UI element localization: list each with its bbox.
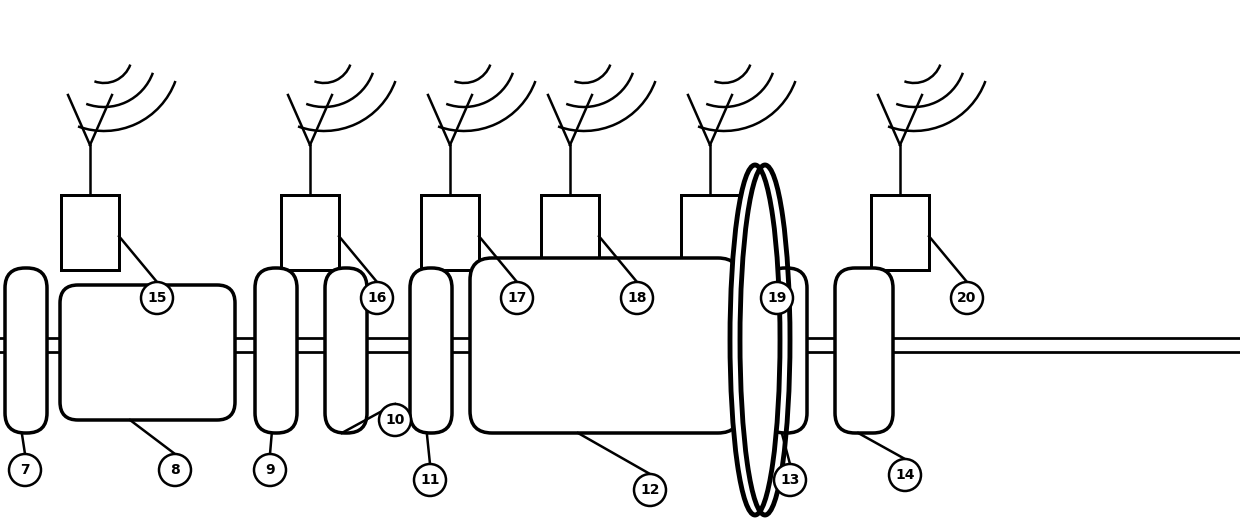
FancyBboxPatch shape — [765, 268, 807, 433]
Text: 17: 17 — [507, 291, 527, 305]
Circle shape — [621, 282, 653, 314]
Bar — [541, 195, 599, 270]
FancyBboxPatch shape — [255, 268, 298, 433]
FancyBboxPatch shape — [410, 268, 453, 433]
Circle shape — [774, 464, 806, 496]
Circle shape — [414, 464, 446, 496]
Bar — [870, 195, 929, 270]
Circle shape — [951, 282, 983, 314]
Text: 13: 13 — [780, 473, 800, 487]
Bar — [681, 195, 739, 270]
Bar — [61, 195, 119, 270]
Circle shape — [889, 459, 921, 491]
FancyBboxPatch shape — [470, 258, 740, 433]
Text: 7: 7 — [20, 463, 30, 477]
Circle shape — [361, 282, 393, 314]
Circle shape — [761, 282, 794, 314]
Circle shape — [379, 404, 410, 436]
Text: 20: 20 — [957, 291, 977, 305]
Text: 9: 9 — [265, 463, 275, 477]
Text: 12: 12 — [640, 483, 660, 497]
Text: 19: 19 — [768, 291, 786, 305]
Text: 16: 16 — [367, 291, 387, 305]
Text: 10: 10 — [386, 413, 404, 427]
Circle shape — [159, 454, 191, 486]
Circle shape — [9, 454, 41, 486]
Circle shape — [141, 282, 174, 314]
Circle shape — [254, 454, 286, 486]
FancyBboxPatch shape — [60, 285, 236, 420]
Text: 15: 15 — [148, 291, 166, 305]
FancyBboxPatch shape — [5, 268, 47, 433]
Text: 14: 14 — [895, 468, 915, 482]
FancyBboxPatch shape — [325, 268, 367, 433]
Text: 8: 8 — [170, 463, 180, 477]
FancyBboxPatch shape — [835, 268, 893, 433]
Text: 18: 18 — [627, 291, 647, 305]
Circle shape — [501, 282, 533, 314]
Circle shape — [634, 474, 666, 506]
Ellipse shape — [730, 165, 780, 515]
Bar — [281, 195, 339, 270]
Text: 11: 11 — [420, 473, 440, 487]
Bar — [422, 195, 479, 270]
